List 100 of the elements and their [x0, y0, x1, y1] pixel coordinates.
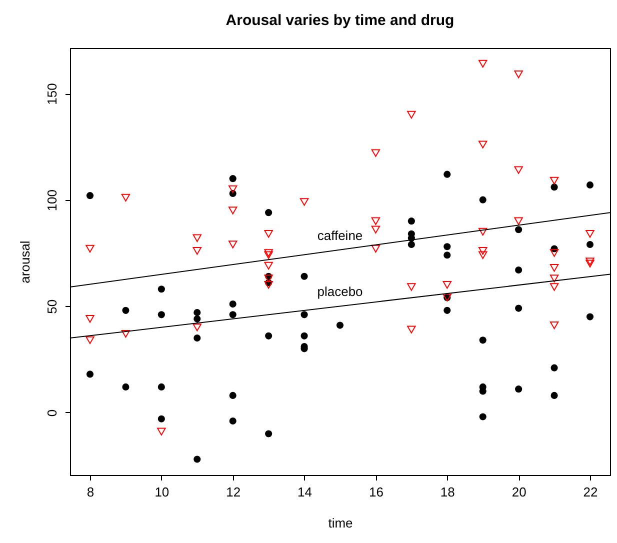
point: [122, 383, 130, 390]
y-axis-title: arousal: [18, 240, 32, 284]
point: [586, 313, 594, 320]
point: [158, 415, 165, 422]
point: [158, 311, 165, 318]
point: [265, 332, 272, 340]
point: [194, 456, 201, 463]
y-tick-label: 50: [44, 299, 60, 314]
point: [550, 283, 559, 291]
point: [86, 192, 94, 200]
point: [408, 240, 415, 248]
point: [586, 230, 594, 238]
point: [515, 226, 522, 234]
point: [157, 428, 166, 436]
point: [300, 311, 308, 318]
point: [264, 230, 273, 238]
x-tick-label: 20: [512, 484, 526, 500]
point: [194, 315, 201, 322]
series-label: caffeine: [317, 228, 363, 243]
point: [515, 266, 522, 274]
x-tick-label: 18: [440, 484, 455, 500]
x-tick-label: 10: [154, 484, 170, 500]
point: [264, 262, 273, 270]
point: [586, 260, 594, 268]
y-tick-label: 100: [44, 189, 60, 212]
point: [478, 60, 488, 68]
x-tick-label: 14: [298, 484, 312, 500]
point: [479, 336, 486, 344]
point: [229, 417, 236, 425]
point: [444, 170, 451, 178]
point: [408, 218, 415, 225]
point: [550, 364, 558, 372]
point: [550, 176, 559, 185]
point: [229, 392, 236, 399]
point: [442, 281, 452, 289]
point: [264, 251, 273, 259]
point: [514, 70, 523, 78]
point: [550, 321, 559, 330]
point: [86, 315, 94, 323]
point: [300, 272, 308, 280]
point: [478, 228, 488, 236]
point: [264, 274, 273, 282]
point: [228, 185, 238, 194]
point: [515, 304, 522, 312]
point: [229, 175, 236, 182]
point: [228, 206, 238, 214]
point: [121, 194, 130, 202]
y-tick-label: 150: [44, 83, 60, 105]
x-tick-label: 22: [583, 484, 598, 500]
point: [371, 149, 380, 157]
point: [192, 324, 202, 332]
point: [264, 281, 273, 289]
x-axis-title: time: [328, 516, 353, 530]
series-label: placebo: [317, 284, 363, 300]
point: [407, 326, 416, 334]
x-tick-label: 8: [86, 484, 94, 500]
point: [192, 247, 202, 255]
point: [586, 240, 594, 248]
point: [229, 300, 236, 308]
point: [515, 386, 522, 393]
point: [478, 140, 488, 148]
point: [479, 413, 486, 420]
point: [300, 198, 309, 206]
point: [550, 392, 558, 399]
point: [265, 209, 272, 216]
point: [158, 383, 165, 390]
point: [550, 184, 558, 191]
point: [478, 251, 488, 259]
point: [121, 330, 130, 338]
point: [444, 252, 451, 259]
point: [86, 370, 94, 378]
point: [550, 264, 559, 272]
point: [550, 274, 559, 282]
point: [371, 244, 380, 253]
point: [586, 181, 594, 188]
y-tick-label: 0: [44, 409, 60, 417]
point: [300, 332, 308, 340]
point: [229, 311, 236, 318]
point: [158, 286, 165, 293]
point: [86, 336, 94, 344]
chart-title: Arousal varies by time and drug: [226, 12, 454, 29]
point: [444, 243, 451, 250]
point: [192, 234, 202, 242]
point: [514, 217, 523, 225]
x-tick-label: 12: [226, 484, 241, 500]
point: [407, 283, 416, 291]
point: [228, 240, 238, 248]
x-tick-label: 16: [368, 484, 384, 500]
point: [264, 249, 273, 257]
point: [194, 334, 201, 342]
point: [514, 166, 523, 174]
point: [122, 306, 130, 314]
point: [478, 247, 488, 255]
point: [479, 196, 486, 204]
point: [586, 258, 594, 266]
point: [371, 226, 380, 234]
point: [194, 309, 201, 316]
point: [407, 110, 416, 119]
point: [86, 244, 94, 253]
point: [371, 217, 380, 225]
